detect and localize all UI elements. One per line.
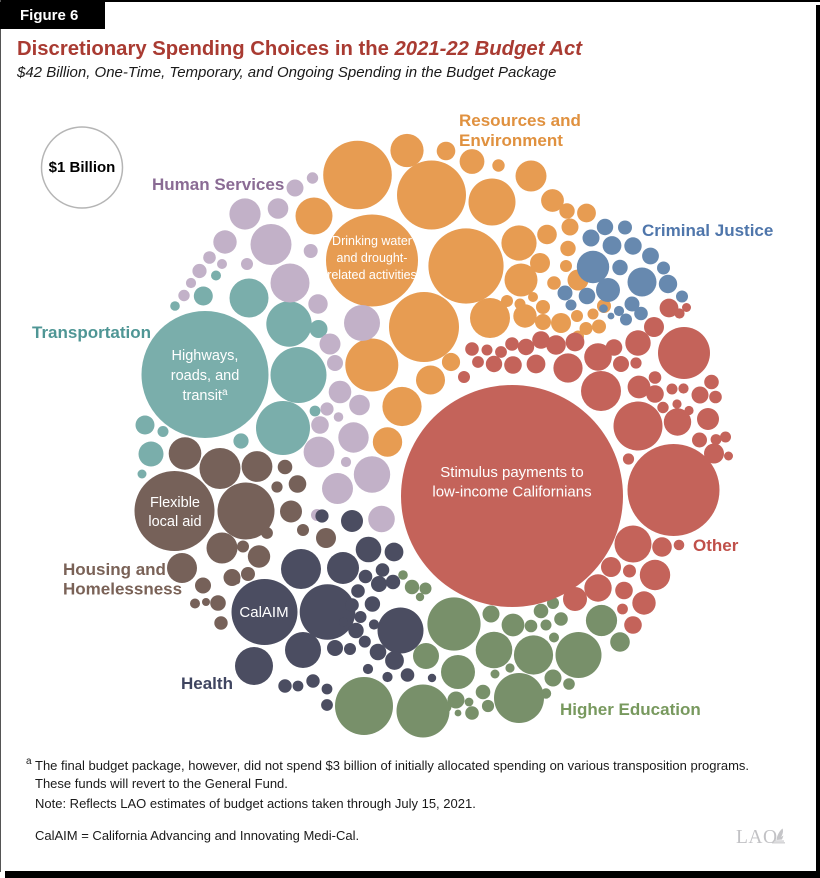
svg-text:LAO: LAO [736, 827, 778, 848]
svg-text:Resources and: Resources and [459, 111, 581, 130]
svg-text:Higher Education: Higher Education [560, 700, 701, 719]
svg-text:Stimulus payments to: Stimulus payments to [440, 464, 583, 481]
svg-text:Criminal Justice: Criminal Justice [642, 221, 773, 240]
svg-text:Housing and: Housing and [63, 560, 166, 579]
svg-text:Environment: Environment [459, 131, 563, 150]
svg-text:These funds will revert to the: These funds will revert to the General F… [35, 776, 288, 791]
svg-text:Highways,: Highways, [172, 348, 239, 364]
svg-text:CalAIM: CalAIM [239, 604, 288, 621]
svg-text:Health: Health [181, 674, 233, 693]
svg-text:a: a [26, 756, 32, 767]
svg-text:Homelessness: Homelessness [63, 580, 182, 599]
svg-text:CalAIM = California Advancing: CalAIM = California Advancing and Innova… [35, 828, 359, 843]
svg-text:roads, and: roads, and [171, 368, 240, 384]
svg-text:Drinking water: Drinking water [332, 234, 412, 248]
svg-text:low-income Californians: low-income Californians [432, 484, 591, 501]
svg-text:transita: transita [182, 387, 228, 404]
svg-text:Transportation: Transportation [32, 323, 151, 342]
svg-text:Flexible: Flexible [150, 495, 200, 511]
svg-text:local aid: local aid [148, 514, 201, 530]
svg-text:and drought-: and drought- [337, 251, 408, 265]
svg-text:The final budget package, howe: The final budget package, however, did n… [35, 758, 749, 773]
svg-text:$1 Billion: $1 Billion [49, 159, 116, 176]
svg-text:related activities: related activities [327, 268, 417, 282]
svg-text:Other: Other [693, 536, 739, 555]
svg-text:Note: Reflects LAO estimates o: Note: Reflects LAO estimates of budget a… [35, 796, 476, 811]
svg-text:Human Services: Human Services [152, 175, 284, 194]
